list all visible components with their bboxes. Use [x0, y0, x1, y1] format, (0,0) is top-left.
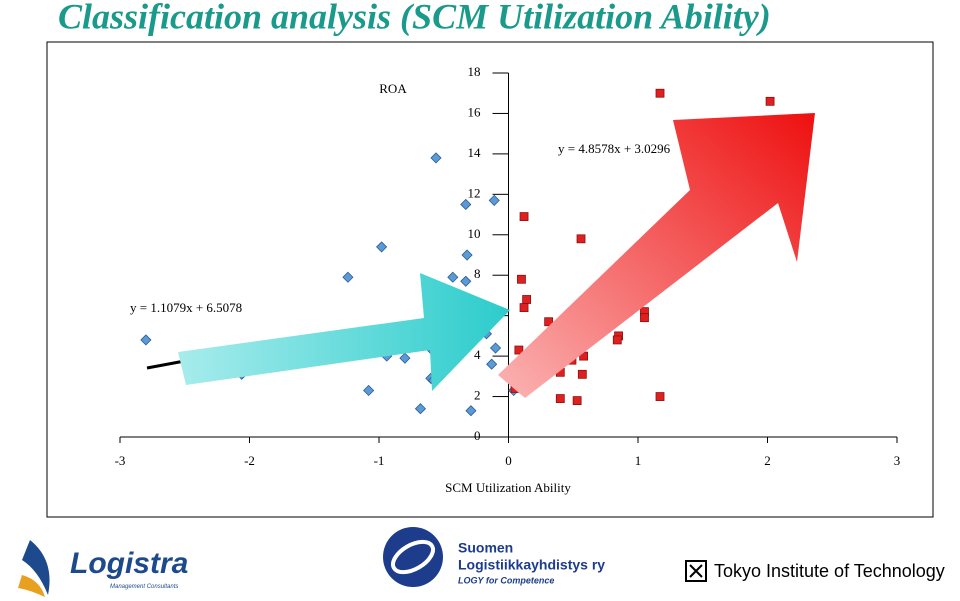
logo-text: Suomen: [458, 540, 513, 556]
point: [488, 194, 500, 206]
point: [517, 274, 526, 284]
point: [576, 234, 586, 244]
point: [572, 396, 582, 406]
x-axis-title: SCM Utilization Ability: [445, 480, 571, 495]
point: [514, 345, 524, 355]
logo-logy: Suomen Logistiikkayhdistys ry LOGY for C…: [383, 527, 605, 587]
point: [519, 212, 529, 221]
y-tick-label: 12: [468, 185, 481, 200]
y-tick-label: 18: [468, 64, 481, 79]
point: [363, 384, 375, 397]
y-tick-label: 16: [468, 104, 482, 119]
logo-text: LOGY for Competence: [458, 575, 554, 585]
point: [460, 275, 472, 287]
trend-equation: y = 4.8578x + 3.0296: [558, 141, 671, 156]
x-tick-label: 3: [894, 453, 901, 468]
x-tick-label: -1: [374, 453, 385, 468]
x-tick-label: 0: [505, 453, 512, 468]
point: [376, 241, 388, 253]
y-tick-label: 10: [468, 226, 481, 241]
point: [765, 96, 775, 106]
point: [486, 358, 498, 370]
logo-tokyo: Tokyo Institute of Technology: [685, 560, 945, 582]
x-tick-label: 1: [635, 453, 642, 468]
trend-equation: y = 1.1079x + 6.5078: [130, 300, 242, 315]
point: [655, 88, 665, 98]
y-axis-title: ROA: [379, 81, 407, 96]
slide-title: Classification analysis (SCM Utilization…: [58, 0, 771, 36]
point: [489, 342, 502, 354]
point: [414, 403, 427, 415]
y-tick-label: 4: [474, 347, 481, 362]
point: [465, 405, 477, 417]
logo-text: Logistiikkayhdistys ry: [458, 557, 605, 573]
logo-text: Logistra: [70, 547, 188, 580]
point: [655, 392, 665, 401]
point: [430, 152, 442, 164]
point: [447, 271, 459, 283]
point: [399, 352, 411, 364]
x-tick-label: 2: [764, 453, 771, 468]
point: [640, 313, 649, 323]
point: [460, 198, 472, 211]
point: [577, 369, 587, 379]
logo-logistra: Logistra Management Consultants: [18, 540, 188, 597]
logo-text: Management Consultants: [110, 584, 178, 590]
point: [555, 394, 565, 403]
logo-text: Tokyo Institute of Technology: [714, 561, 945, 581]
x-tick-label: -3: [115, 453, 126, 468]
y-tick-label: 14: [468, 145, 482, 160]
point: [522, 295, 532, 304]
point: [612, 335, 622, 345]
arrow-cyan: [178, 273, 510, 391]
y-tick-label: 0: [474, 428, 481, 443]
chart-frame: [46, 41, 934, 518]
point: [461, 249, 473, 261]
arrow-red: [498, 113, 815, 398]
x-tick-label: -2: [244, 453, 255, 468]
y-tick-label: 8: [474, 266, 481, 281]
y-tick-label: 2: [474, 388, 481, 403]
point: [519, 303, 529, 312]
point: [342, 271, 354, 283]
point: [140, 334, 152, 346]
point: [544, 317, 554, 327]
